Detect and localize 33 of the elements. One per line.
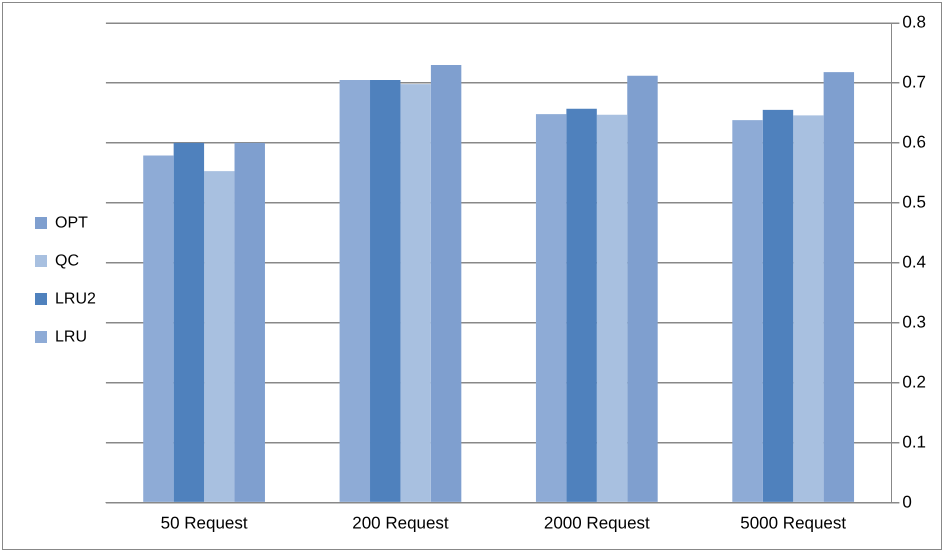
bar	[340, 80, 370, 502]
x-tick-label: 50 Request	[160, 513, 248, 532]
x-tick-label: 5000 Request	[740, 513, 846, 532]
bar	[370, 80, 400, 502]
y-tick-label: 0.2	[902, 372, 926, 392]
bar	[174, 142, 204, 502]
bar	[596, 114, 628, 502]
bar	[143, 155, 174, 502]
y-tick-label: 0.3	[902, 312, 926, 332]
legend-label: LRU2	[55, 290, 96, 308]
y-tick-label: 0.5	[902, 192, 926, 212]
x-tick-label: 200 Request	[352, 513, 449, 532]
y-tick-label: 0.6	[902, 132, 926, 152]
bar	[204, 171, 235, 502]
bar	[234, 142, 265, 502]
bar	[400, 84, 431, 502]
legend-label: QC	[55, 252, 79, 270]
y-tick-label: 0.7	[902, 72, 926, 92]
bar	[732, 120, 763, 502]
y-tick-label: 0.1	[902, 432, 926, 452]
y-tick-label: 0	[902, 492, 912, 512]
legend-label: OPT	[55, 214, 88, 232]
bar	[566, 108, 597, 502]
bar	[536, 114, 566, 502]
bar	[762, 110, 794, 502]
x-tick-label: 2000 Request	[544, 513, 650, 532]
y-tick-label: 0.4	[902, 252, 926, 272]
bar	[793, 115, 824, 502]
legend-label: LRU	[55, 328, 88, 346]
y-tick-label: 0.8	[902, 12, 926, 32]
bar	[627, 76, 658, 502]
bar	[430, 64, 462, 502]
bar	[824, 72, 854, 502]
